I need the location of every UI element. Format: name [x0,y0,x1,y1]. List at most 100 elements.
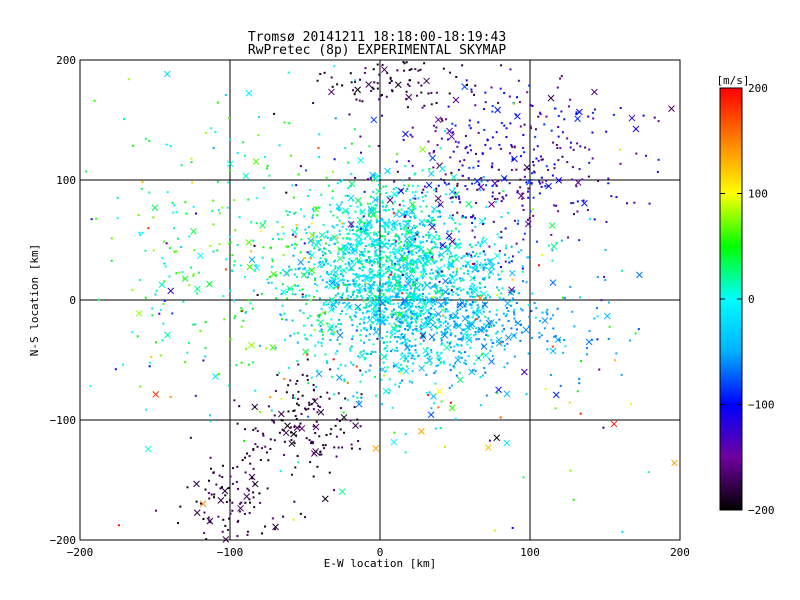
data-point [384,206,387,209]
data-point [148,139,151,142]
data-point [351,293,354,296]
data-point [507,320,510,323]
data-point [481,223,484,226]
data-point [489,147,492,150]
data-point [439,427,442,430]
data-point [519,323,522,326]
data-point [430,351,433,354]
data-point [377,237,380,240]
data-point-cross [514,112,521,120]
data-point [391,333,394,336]
data-point [409,198,412,201]
data-point [418,297,421,300]
data-point [469,144,472,147]
data-point [384,230,387,233]
data-point [404,285,407,288]
data-point [299,512,302,515]
data-point [93,99,96,102]
data-point [513,317,516,320]
data-point [381,201,384,204]
data-point [493,243,496,246]
data-point [514,321,517,324]
data-point [337,392,340,395]
data-point [314,279,317,282]
data-point [375,203,378,206]
data-point [546,348,549,351]
data-point [534,128,537,131]
data-point [496,286,499,289]
data-point [576,200,579,203]
data-point [342,279,345,282]
data-point [229,241,232,244]
colorbar-tick-label: 100 [748,188,768,201]
data-point [346,286,349,289]
data-point [342,253,345,256]
data-point [370,326,373,329]
data-point-cross [453,255,460,263]
data-point [421,169,424,172]
data-point [343,378,346,381]
data-point [292,396,295,399]
data-point [553,163,556,166]
data-point-cross [164,331,171,339]
data-point [515,328,518,331]
data-point [432,246,435,249]
data-point [529,104,532,107]
data-point [476,307,479,310]
data-point [503,91,506,94]
data-point [320,238,323,241]
data-point [414,68,417,71]
data-point [380,250,383,253]
data-point [449,315,452,318]
data-point [423,301,426,304]
data-point [316,235,319,238]
data-point [549,373,552,376]
data-point [148,191,151,194]
data-point [428,214,431,217]
data-point [224,494,227,497]
data-point [402,260,405,263]
data-point [398,203,401,206]
data-point [264,220,267,223]
data-point [382,209,385,212]
data-point [466,343,469,346]
data-point [386,281,389,284]
data-point-cross [394,248,402,256]
data-point [289,379,292,382]
data-point-cross [328,306,335,313]
data-point [572,148,575,151]
data-point [377,309,380,312]
data-point [438,326,441,329]
data-point-cross [503,439,511,447]
data-point-cross [318,232,326,239]
data-point [440,342,443,345]
data-point [481,152,484,155]
data-point [329,203,332,206]
data-point [383,297,386,300]
data-point-cross [245,89,253,97]
data-point [498,249,501,252]
data-point [392,212,395,215]
data-point [319,450,322,453]
data-point [358,222,361,225]
data-point [419,68,422,71]
data-point [309,334,312,337]
data-point [359,135,362,138]
data-point [448,257,451,260]
data-point [473,311,476,314]
data-point [433,303,436,306]
data-point [360,151,363,154]
data-point [506,342,509,345]
data-point [378,338,381,341]
data-point [538,332,541,335]
data-point [273,439,276,442]
data-point [236,151,239,154]
data-point [535,157,538,160]
data-point [368,290,371,293]
data-point [582,199,585,202]
data-point [535,240,538,243]
data-point [528,84,531,87]
data-point [367,316,370,319]
data-point [502,297,505,300]
data-point [569,146,572,149]
